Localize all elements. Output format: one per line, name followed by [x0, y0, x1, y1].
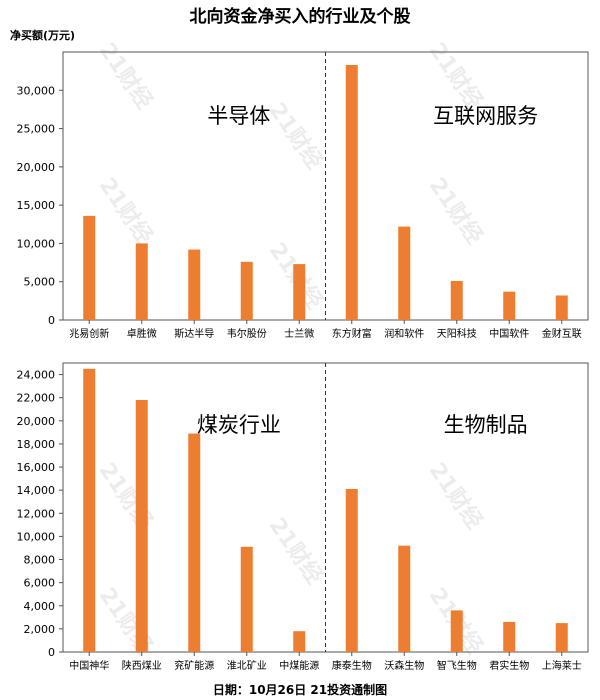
- x-tick-label: 天阳科技: [437, 327, 477, 340]
- bar: [293, 631, 306, 652]
- bar: [398, 545, 411, 652]
- watermark-text: 21财经: [94, 173, 158, 249]
- x-tick-label: 斯达半导: [174, 327, 214, 340]
- y-tick-label: 4,000: [24, 600, 56, 613]
- bar: [503, 621, 516, 652]
- bar: [345, 489, 358, 652]
- y-tick-label: 22,000: [17, 392, 56, 405]
- bar: [293, 264, 306, 320]
- x-tick-label: 兖矿能源: [174, 659, 214, 672]
- y-tick-label: 2,000: [24, 623, 56, 636]
- bar: [398, 226, 411, 320]
- bar: [240, 546, 253, 652]
- y-tick-label: 24,000: [17, 369, 56, 382]
- x-tick-label: 智飞生物: [437, 659, 477, 672]
- bar: [555, 623, 568, 652]
- x-tick-label: 士兰微: [284, 327, 314, 340]
- x-tick-label: 陕西煤业: [122, 659, 162, 672]
- y-tick-label: 8,000: [24, 554, 56, 567]
- x-tick-label: 淮北矿业: [227, 659, 267, 672]
- page-title: 北向资金净买入的行业及个股: [189, 7, 411, 27]
- x-tick-label: 中国神华: [69, 659, 109, 672]
- sector-label: 生物制品: [444, 413, 528, 437]
- bar: [188, 433, 201, 652]
- bar: [135, 399, 148, 652]
- y-tick-label: 30,000: [17, 84, 56, 97]
- sector-label: 半导体: [207, 104, 270, 128]
- y-tick-label: 16,000: [17, 461, 56, 474]
- bar: [83, 215, 96, 320]
- bar: [188, 249, 201, 320]
- watermark-text: 21财经: [94, 458, 158, 534]
- chart-panel-1: 0 5,000 10,000 15,000 20,000 25,000 30,000 兆易创新…: [17, 51, 589, 340]
- bar: [135, 243, 148, 320]
- x-tick-label: 金财互联: [542, 327, 582, 340]
- y-tick-label: 12,000: [17, 507, 56, 520]
- x-tick-label: 上海莱士: [542, 659, 582, 672]
- watermark-text: 21财经: [264, 513, 328, 589]
- y-tick-label: 20,000: [17, 161, 56, 174]
- y-tick-label: 10,000: [17, 530, 56, 543]
- y-tick-label: 20,000: [17, 415, 56, 428]
- bar: [555, 295, 568, 320]
- sector-label: 煤炭行业: [197, 413, 281, 437]
- x-tick-label: 康泰生物: [332, 659, 372, 672]
- bar: [345, 65, 358, 320]
- watermark-text: 21财经: [424, 173, 488, 249]
- bar: [450, 280, 463, 320]
- x-tick-label: 中煤能源: [279, 659, 319, 672]
- y-tick-label: 0: [48, 314, 55, 327]
- x-tick-label: 卓胜微: [127, 327, 157, 340]
- y-tick-label: 18,000: [17, 438, 56, 451]
- x-tick-label: 君实生物: [489, 659, 529, 672]
- bar: [83, 368, 96, 652]
- watermark-text: 21财经: [424, 38, 488, 114]
- chart-panel-2: 0 2,000 4,000 6,000 8,000 10,000 12,000 14,000 1…: [17, 362, 589, 672]
- x-tick-label: 韦尔股份: [227, 327, 267, 340]
- y-tick-label: 5,000: [24, 276, 56, 289]
- y-tick-label: 25,000: [17, 123, 56, 136]
- watermark-text: 21财经: [94, 38, 158, 114]
- x-tick-label: 沃森生物: [384, 659, 424, 672]
- x-tick-label: 兆易创新: [69, 327, 109, 340]
- x-tick-label: 中国软件: [489, 327, 529, 340]
- watermark-text: 21财经: [94, 583, 158, 659]
- x-tick-label: 润和软件: [384, 327, 424, 340]
- y-tick-label: 6,000: [24, 577, 56, 590]
- y-tick-label: 10,000: [17, 237, 56, 250]
- footer-caption: 日期：10月26日 21投资通制图: [212, 683, 388, 697]
- y-tick-label: 15,000: [17, 199, 56, 212]
- bar: [450, 610, 463, 652]
- watermark-text: 21财经: [264, 98, 328, 174]
- watermark-text: 21财经: [424, 458, 488, 534]
- sector-label: 互联网服务: [433, 104, 538, 128]
- x-tick-label: 东方财富: [332, 327, 372, 340]
- bar: [240, 261, 253, 320]
- bar: [503, 291, 516, 320]
- y-tick-label: 14,000: [17, 484, 56, 497]
- unit-label: 净买额(万元): [10, 29, 76, 42]
- y-tick-label: 0: [48, 646, 55, 659]
